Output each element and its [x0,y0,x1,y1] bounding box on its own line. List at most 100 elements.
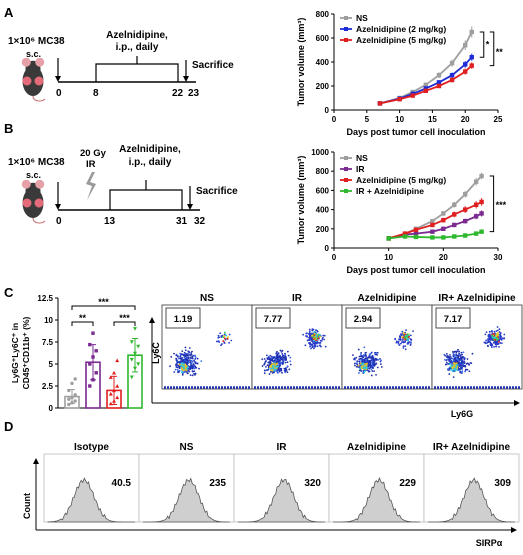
data-point [88,342,92,347]
y-axis-label: Ly6G⁺Ly6C⁺ in [10,323,20,383]
flow-dot [286,350,289,353]
flow-dot [178,369,181,372]
legend-marker [344,189,348,193]
flow-dot [321,338,324,340]
flow-dot [369,359,372,362]
flow-dot [374,351,376,354]
data-point [452,202,457,207]
x-axis-label: Days post tumor cell inoculation [346,265,485,275]
flow-dot [374,359,377,361]
flow-dot [455,362,458,365]
flow-dot [267,369,269,371]
flow-dot [225,334,228,337]
data-point [413,234,419,240]
flow-dot [188,347,191,349]
flow-dot [410,338,413,341]
flow-dot [362,366,365,369]
flow-dot [457,348,459,351]
flow-dot [371,354,374,357]
flow-dot [184,349,187,352]
flow-dot [376,353,379,356]
flow-dot [404,348,407,351]
data-point [88,384,92,388]
flow-dot [494,340,496,343]
flow-dot [312,328,315,331]
flow-dot [175,363,178,366]
flow-dot [177,370,180,373]
flow-dot [485,339,488,342]
flow-dot [498,328,501,331]
flow-dot [282,355,284,357]
flow-dot [263,358,266,360]
flow-dot [460,361,463,363]
flow-dot [177,357,180,360]
flow-dot [459,370,462,373]
flow-dot [490,344,493,347]
data-point [410,93,415,98]
flow-dot [398,344,401,347]
flow-dot [226,336,229,339]
x-tick-label: 25 [494,115,503,124]
flow-dot [400,334,403,337]
data-point [133,366,137,371]
gate-value: 2.94 [354,314,373,325]
flow-dot [269,354,272,357]
flow-dot [274,368,277,371]
flow-dot [355,362,358,365]
flow-dot [308,333,311,336]
day-0: 0 [56,216,62,227]
flow-dot [284,371,287,374]
flow-dot [370,361,373,364]
flow-dot [185,364,188,367]
sig-label: *** [98,297,109,307]
flow-dot [370,368,373,371]
flow-dot [311,329,314,332]
sacrifice-label: Sacrifice [196,186,238,197]
flow-dot [191,370,194,373]
flow-dot [228,333,231,336]
flow-dot [448,360,451,362]
day-22: 22 [172,88,184,99]
flow-dot [220,336,223,338]
hist-curve [47,477,135,523]
chart-c-bars: 0 2.5 5 7.5 10 12.5 Ly6G⁺Ly6C⁺ in CD45⁺CD11b⁺ (… [10,294,143,413]
flow-title: IR [292,293,303,304]
flow-dot [180,353,183,356]
flow-dot [307,339,310,341]
flow-dot [275,357,277,360]
flow-dot [220,344,222,347]
flow-dot [191,374,194,377]
flow-dot [369,361,372,364]
flow-dot [399,342,402,345]
flow-dot [189,374,192,376]
flow-dot [315,334,318,337]
data-point [430,229,435,234]
y-axis-label: Tumor volume (mm³) [296,156,306,245]
flow-dot [261,365,264,367]
flow-dot [409,343,412,345]
flow-dot [317,337,320,340]
flow-dot [353,362,356,365]
flow-dot [183,356,186,359]
flow-dot [226,337,229,340]
flow-dot [455,353,458,356]
flow-dot [371,356,374,359]
data-point [136,344,141,349]
flow-dot [283,369,286,372]
data-point [397,97,402,102]
flow-dot [365,351,367,354]
lightning-icon [86,172,96,200]
flow-dot [263,363,266,365]
y-axis-label: CD45⁺CD11b⁺ (%) [21,316,31,389]
mouse-icon [21,180,46,224]
x-tick-label: 0 [332,253,337,262]
flow-dot [364,366,367,369]
flow-dot [364,359,366,362]
flow-dot [361,355,363,358]
flow-dot [499,342,502,344]
data-point [479,211,484,216]
flow-dot [279,349,282,352]
flow-dot [311,341,314,344]
flow-dot [402,345,405,348]
flow-dot [286,365,289,368]
